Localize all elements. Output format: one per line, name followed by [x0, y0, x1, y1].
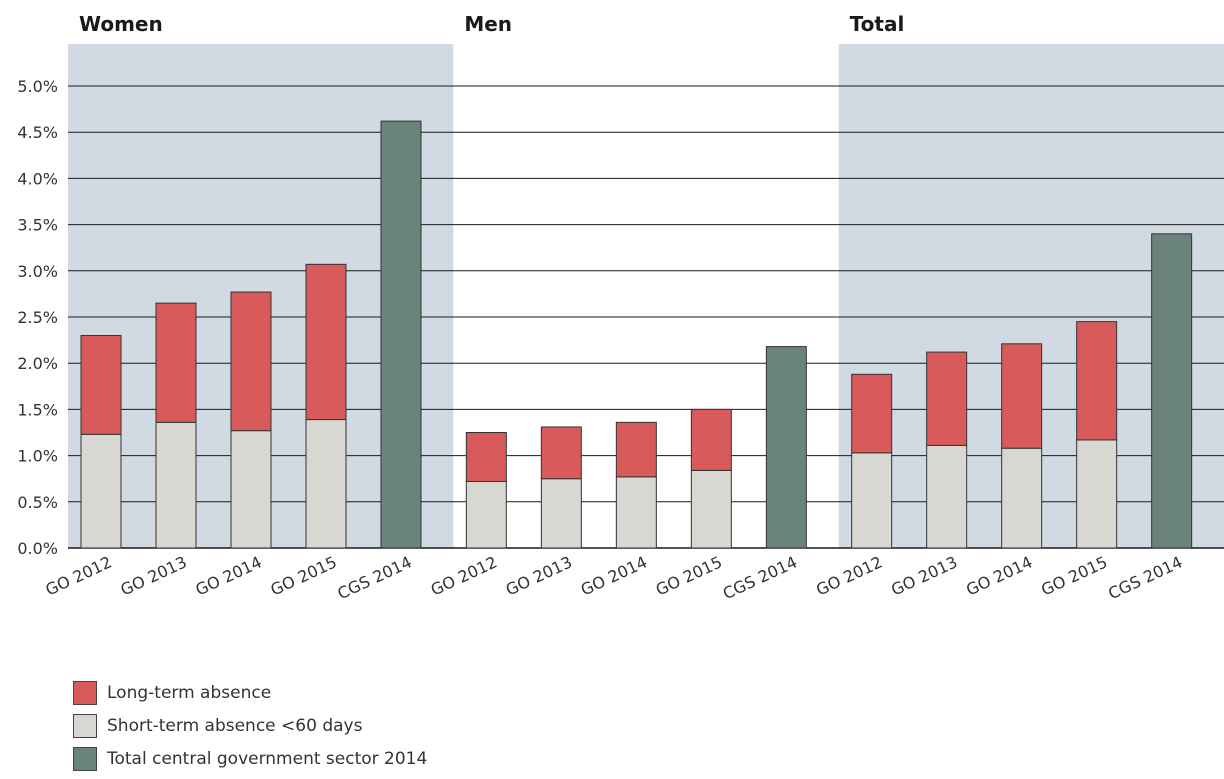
- x-tick-label: GO 2015: [267, 552, 339, 599]
- absence-chart: 0.0% 0.5% 1.0% 1.5% 2.0% 2.5% 3.0% 3.5% 4.0% 4.5%…: [17, 12, 1224, 603]
- x-tick-label: GO 2013: [117, 552, 189, 599]
- bar-long-term: [540, 426, 582, 480]
- legend: Long-term absence Short-term absence <60…: [73, 680, 427, 779]
- y-tick-label: 0.0%: [17, 539, 58, 558]
- x-tick-label: CGS 2014: [720, 552, 800, 603]
- x-tick-label: GO 2014: [578, 552, 650, 599]
- y-tick-label: 1.5%: [17, 400, 58, 419]
- legend-swatch-short-term: [73, 714, 97, 738]
- bar-long-term: [926, 351, 968, 446]
- legend-label-total-cgs: Total central government sector 2014: [107, 749, 428, 769]
- y-tick-label: 0.5%: [17, 493, 58, 512]
- bar-short-term: [465, 480, 507, 549]
- x-tick-label: GO 2014: [963, 552, 1035, 599]
- bar-short-term: [305, 419, 347, 549]
- legend-label-short-term: Short-term absence <60 days: [107, 716, 363, 736]
- bar-short-term: [1001, 447, 1043, 549]
- bar-long-term: [80, 334, 122, 435]
- bar-long-term: [851, 373, 893, 454]
- bar-short-term: [1076, 439, 1118, 549]
- legend-item-total-cgs: Total central government sector 2014: [73, 746, 427, 772]
- x-tick-label: GO 2015: [653, 552, 725, 599]
- y-tick-label: 1.0%: [17, 447, 58, 466]
- bar-short-term: [615, 476, 657, 549]
- x-tick-label: GO 2012: [42, 552, 114, 599]
- bar-long-term: [690, 408, 732, 471]
- bar-total-cgs: [1151, 233, 1193, 549]
- legend-item-short-term: Short-term absence <60 days: [73, 713, 427, 739]
- y-tick-label: 3.5%: [17, 216, 58, 235]
- y-tick-label: 2.0%: [17, 354, 58, 373]
- bar-long-term: [155, 302, 197, 423]
- x-tick-label: CGS 2014: [1105, 552, 1185, 603]
- x-tick-label: GO 2013: [888, 552, 960, 599]
- y-tick-label: 4.5%: [17, 123, 58, 142]
- x-tick-label: GO 2012: [813, 552, 885, 599]
- bar-total-cgs: [380, 120, 422, 549]
- bar-long-term: [465, 432, 507, 482]
- bar-short-term: [926, 444, 968, 549]
- legend-item-long-term: Long-term absence: [73, 680, 427, 706]
- group-title-men: Men: [464, 12, 512, 36]
- x-tick-label: GO 2012: [428, 552, 500, 599]
- x-tick-label: GO 2013: [503, 552, 575, 599]
- x-tick-label: GO 2015: [1038, 552, 1110, 599]
- bar-long-term: [305, 263, 347, 421]
- bar-total-cgs: [765, 346, 807, 549]
- bar-long-term: [615, 421, 657, 478]
- bar-long-term: [1076, 321, 1118, 441]
- bar-short-term: [155, 421, 197, 549]
- y-tick-label: 2.5%: [17, 308, 58, 327]
- bar-short-term: [851, 452, 893, 549]
- y-tick-label: 5.0%: [17, 77, 58, 96]
- bar-long-term: [230, 291, 272, 432]
- bar-long-term: [1001, 343, 1043, 449]
- legend-label-long-term: Long-term absence: [107, 683, 272, 703]
- x-tick-label: CGS 2014: [335, 552, 415, 603]
- bar-short-term: [690, 469, 732, 549]
- group-title-total: Total: [850, 12, 905, 36]
- y-tick-label: 3.0%: [17, 262, 58, 281]
- legend-swatch-long-term: [73, 681, 97, 705]
- bar-short-term: [540, 478, 582, 549]
- bar-short-term: [230, 430, 272, 549]
- y-tick-label: 4.0%: [17, 169, 58, 188]
- group-title-women: Women: [79, 12, 163, 36]
- x-tick-label: GO 2014: [192, 552, 264, 599]
- bar-short-term: [80, 433, 122, 549]
- legend-swatch-total-cgs: [73, 747, 97, 771]
